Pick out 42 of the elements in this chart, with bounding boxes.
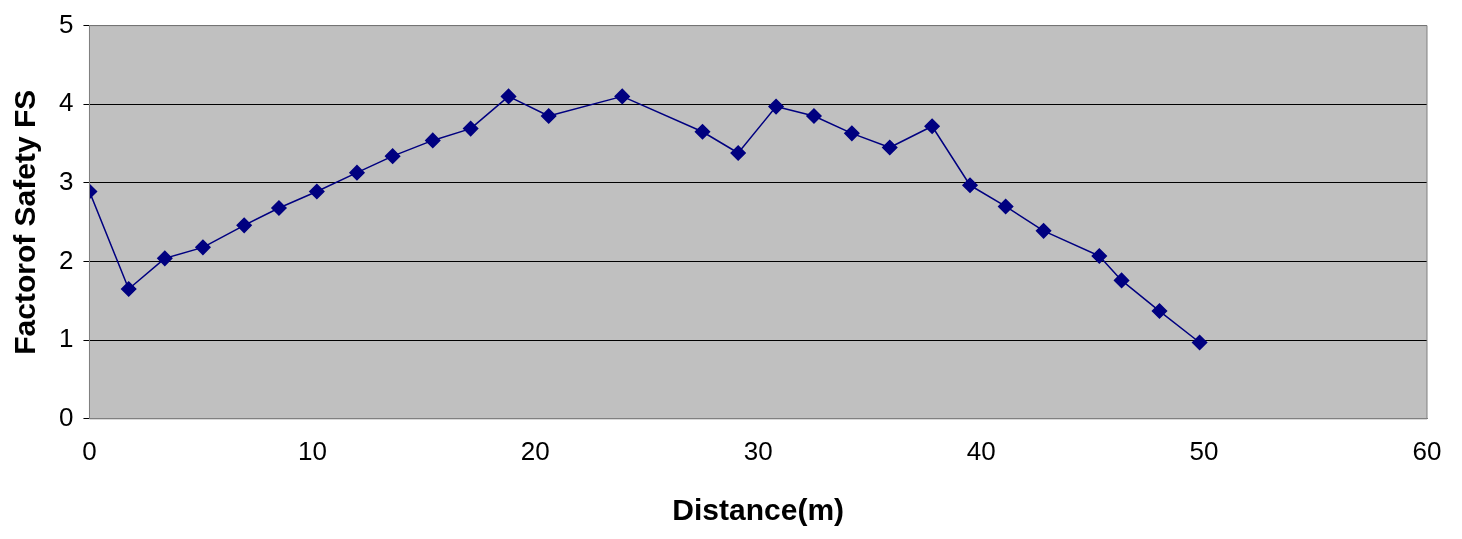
y-tick-label: 3: [58, 166, 74, 197]
y-tick-label: 5: [58, 8, 74, 39]
point: [500, 88, 517, 105]
y-axis-title: Factorof Safety FS: [8, 89, 42, 355]
y-tick-label: 1: [58, 323, 74, 354]
point: [309, 183, 325, 200]
point: [1035, 223, 1052, 239]
x-tick-label: 60: [1412, 435, 1442, 466]
point: [997, 198, 1014, 215]
y-tick-label: 4: [58, 87, 74, 118]
x-axis-title: Distance(m): [672, 493, 845, 527]
x-tick-label: 0: [82, 435, 97, 466]
point: [1191, 334, 1208, 351]
y-tick-label: 2: [58, 244, 74, 275]
point: [882, 139, 898, 156]
point: [1151, 303, 1168, 319]
y-tick-label: 0: [58, 401, 74, 432]
point: [540, 108, 557, 124]
x-tick-label: 20: [520, 435, 550, 466]
point: [1113, 272, 1130, 289]
point: [425, 132, 441, 149]
point: [349, 164, 365, 181]
point: [614, 88, 630, 105]
point: [730, 145, 746, 161]
point: [806, 108, 822, 124]
point: [271, 200, 287, 216]
point: [120, 281, 137, 297]
point: [768, 98, 784, 115]
point: [924, 118, 940, 135]
point: [962, 177, 978, 193]
x-tick-label: 40: [966, 435, 996, 466]
point: [1091, 248, 1108, 264]
point: [384, 148, 401, 164]
point: [236, 217, 252, 234]
point: [694, 124, 711, 140]
x-tick-label: 10: [297, 435, 327, 466]
x-tick-label: 30: [743, 435, 773, 466]
point: [195, 239, 211, 256]
point: [462, 120, 479, 137]
point: [157, 250, 173, 267]
point: [844, 125, 860, 142]
x-tick-label: 50: [1189, 435, 1219, 466]
